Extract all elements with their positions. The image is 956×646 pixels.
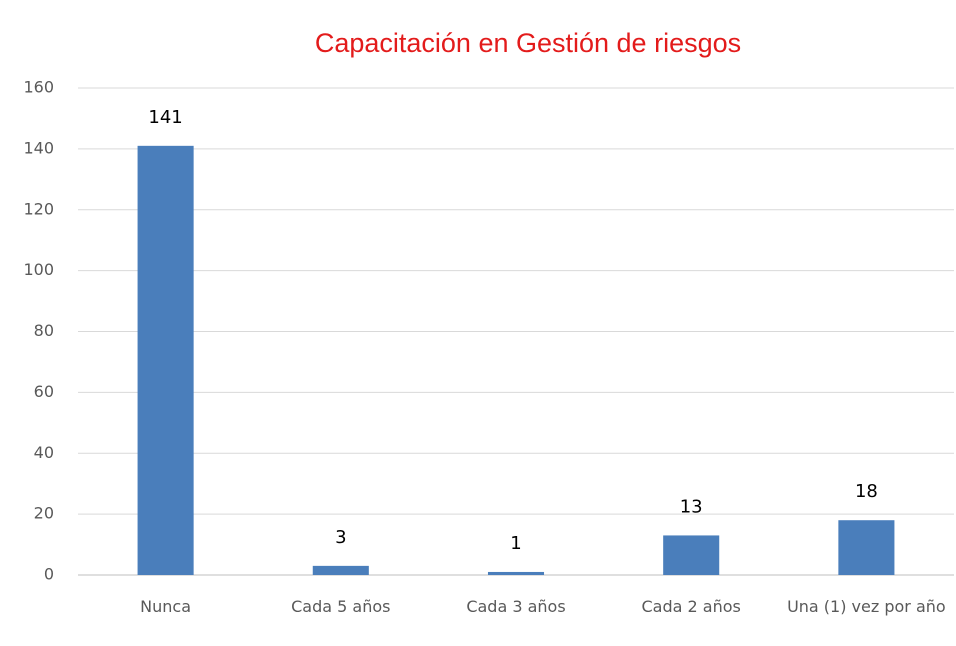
- y-tick-label: 160: [23, 78, 54, 97]
- data-label: 18: [855, 481, 878, 502]
- y-tick-label: 80: [34, 321, 54, 340]
- y-tick-label: 100: [23, 260, 54, 279]
- bar: [487, 571, 545, 575]
- data-label: 3: [335, 527, 346, 548]
- y-tick-label: 40: [34, 443, 54, 462]
- y-tick-label: 0: [44, 565, 54, 584]
- bar: [312, 565, 369, 575]
- data-label: 1: [510, 533, 521, 554]
- data-label: 13: [680, 496, 703, 517]
- y-tick-label: 60: [34, 382, 54, 401]
- y-tick-label: 120: [23, 199, 54, 218]
- chart-title: Capacitación en Gestión de riesgos: [315, 28, 741, 58]
- bar: [663, 535, 720, 575]
- bar: [137, 145, 194, 576]
- x-tick-label: Cada 3 años: [466, 597, 566, 616]
- x-tick-label: Nunca: [140, 597, 192, 616]
- x-tick-label: Una (1) vez por año: [787, 597, 946, 616]
- bar: [838, 520, 895, 575]
- y-tick-label: 20: [34, 504, 54, 523]
- x-tick-label: Cada 5 años: [291, 597, 391, 616]
- y-tick-label: 140: [23, 138, 54, 157]
- x-tick-label: Cada 2 años: [641, 597, 741, 616]
- data-label: 141: [148, 107, 182, 128]
